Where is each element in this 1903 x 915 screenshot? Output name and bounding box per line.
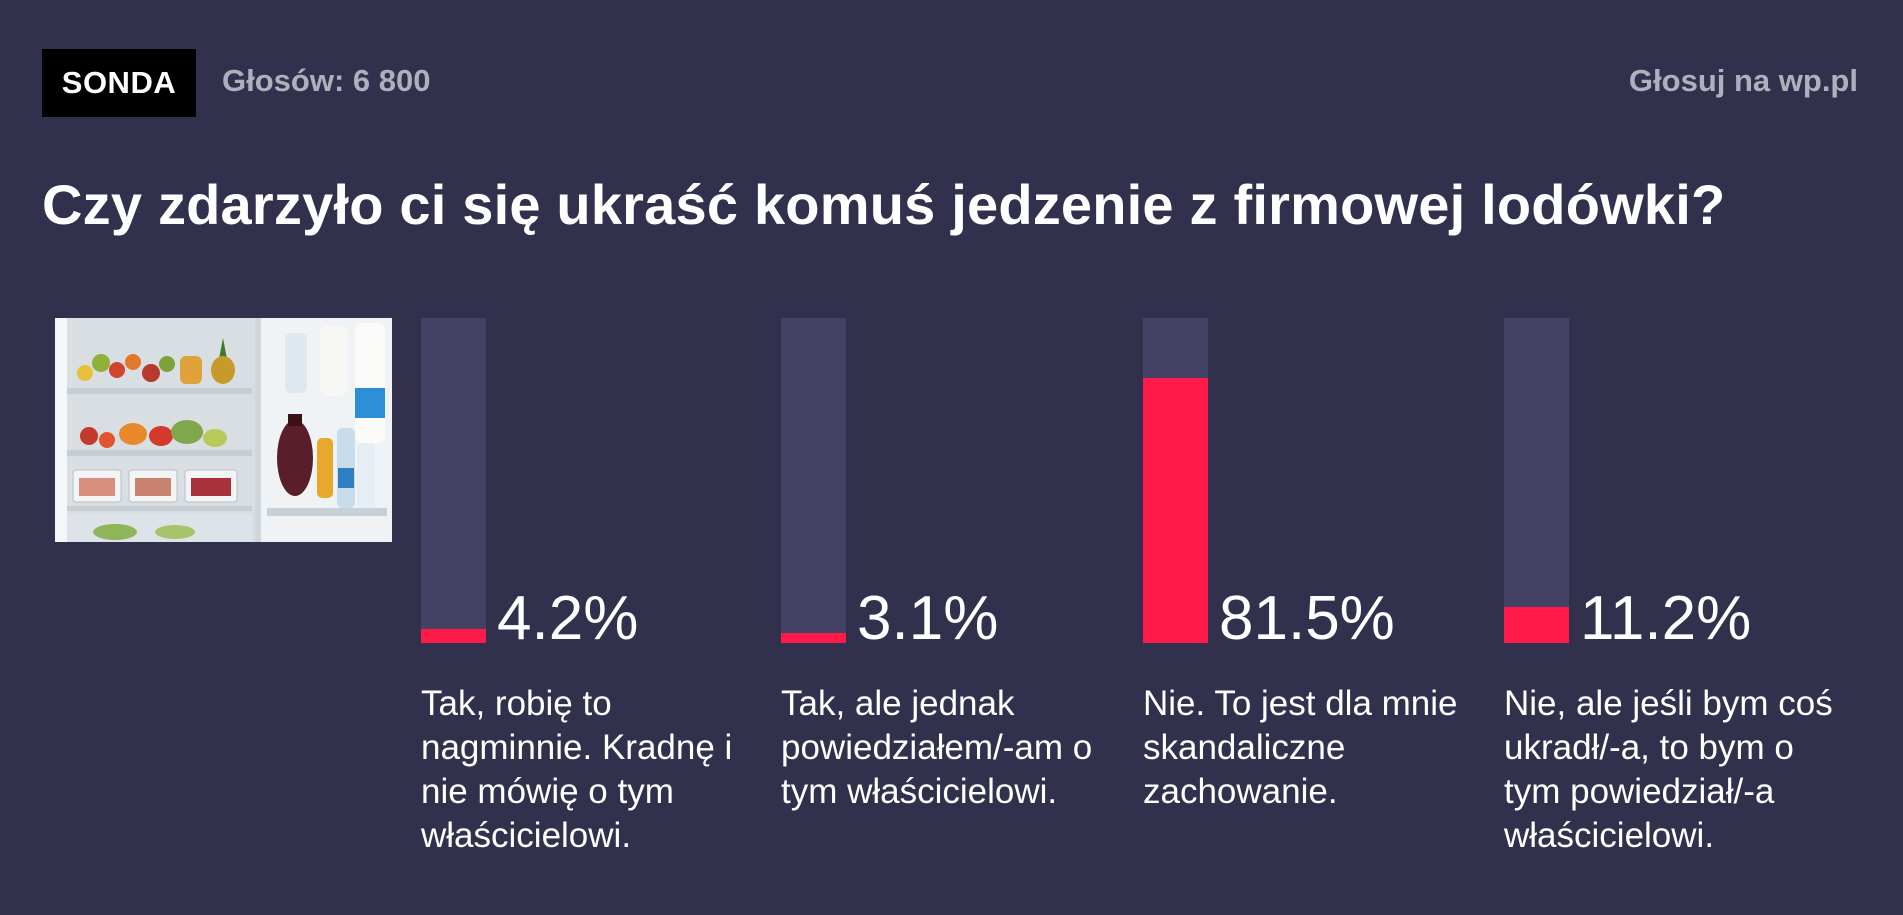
result-percent: 81.5%: [1219, 584, 1395, 653]
poll-question: Czy zdarzyło ci się ukraść komuś jedzeni…: [42, 173, 1726, 236]
result-percent: 11.2%: [1580, 584, 1752, 653]
result-bar-fill: [1143, 378, 1208, 643]
vote-on-wp-link[interactable]: Głosuj na wp.pl: [1628, 63, 1858, 98]
poll-option[interactable]: 3.1% Tak, ale jednak powiedziałem/-am o t…: [781, 318, 1121, 908]
poll-option[interactable]: 11.2% Nie, ale jeśli bym coś ukradł/-a, t…: [1504, 318, 1844, 908]
answer-text: Nie, ale jeśli bym coś ukradł/-a, to bym…: [1504, 684, 1833, 855]
vote-count: Głosów: 6 800: [222, 63, 431, 98]
result-bar-track: [1143, 318, 1208, 643]
answer-text: Tak, ale jednak powiedziałem/-am o tym w…: [781, 684, 1093, 811]
poll-option[interactable]: 4.2% Tak, robię to nagminnie. Kradnę i ni…: [421, 318, 761, 908]
poll-option[interactable]: 81.5% Nie. To jest dla mnie skandaliczne …: [1143, 318, 1483, 908]
result-bar-track: [781, 318, 846, 643]
fridge-photo: [55, 318, 392, 542]
result-bar-fill: [421, 629, 486, 643]
answer-text: Nie. To jest dla mnie skandaliczne zacho…: [1143, 684, 1458, 811]
sonda-badge: SONDA: [42, 49, 196, 117]
result-bar-track: [421, 318, 486, 643]
result-bar-track: [1504, 318, 1569, 643]
result-percent: 4.2%: [497, 584, 639, 653]
result-bar-fill: [781, 632, 846, 643]
result-bar-fill: [1504, 606, 1569, 643]
result-percent: 3.1%: [857, 584, 999, 653]
answer-text: Tak, robię to nagminnie. Kradnę i nie mó…: [421, 684, 733, 855]
